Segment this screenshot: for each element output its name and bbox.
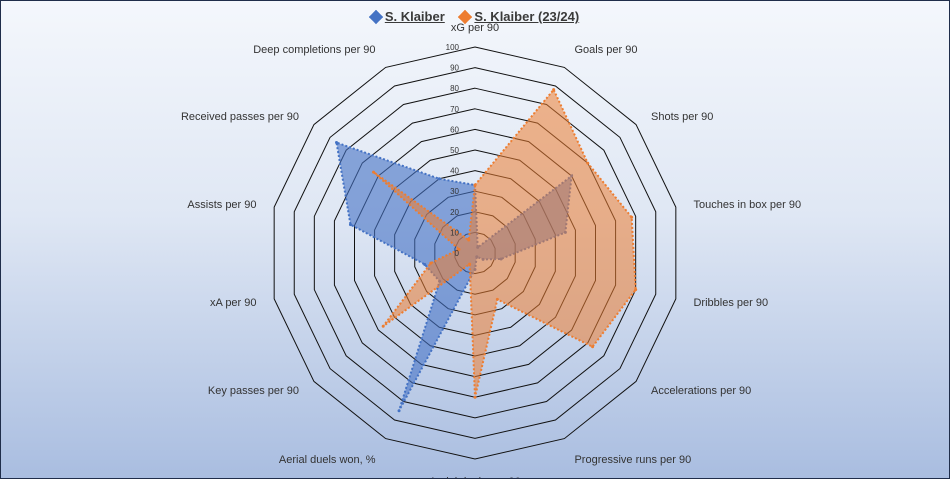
axis-label-10: Key passes per 90 [208, 385, 299, 397]
tick-label-0: 0 [455, 249, 460, 258]
axis-labels: xG per 90 Goals per 90 Shots per 90 Touches… [181, 22, 801, 478]
axis-label-5: Dribbles per 90 [693, 297, 768, 309]
series-1-point-11 [423, 262, 427, 266]
series-2-point-8 [473, 395, 477, 399]
series-1-point-9 [397, 409, 401, 413]
tick-label-80: 80 [450, 84, 459, 93]
axis-label-6: Accelerations per 90 [651, 385, 751, 397]
axis-label-12: Assists per 90 [187, 199, 256, 211]
tick-label-70: 70 [450, 105, 459, 114]
series-1-point-14 [437, 177, 441, 181]
axis-label-11: xA per 90 [210, 297, 256, 309]
axis-label-13: Received passes per 90 [181, 111, 299, 123]
series-2-point-9 [468, 262, 472, 266]
series-1-point-12 [348, 223, 352, 227]
series-2-point-2 [552, 88, 556, 92]
axis-label-9: Aerial duels won, % [279, 454, 376, 466]
legend-label-series-2: S. Klaiber (23/24) [474, 9, 580, 24]
axis-label-2: Goals per 90 [574, 44, 637, 56]
series-2-point-14 [467, 238, 471, 242]
series-2-point-4 [630, 215, 634, 219]
series-2-point-13 [372, 170, 376, 174]
axis-label-4: Touches in box per 90 [693, 199, 801, 211]
tick-label-20: 20 [450, 208, 459, 217]
grid-ring-8 [313, 87, 637, 419]
series-2-point-1 [473, 183, 477, 187]
axis-label-14: Deep completions per 90 [253, 44, 375, 56]
legend-label-series-1: S. Klaiber [384, 9, 445, 24]
tick-label-30: 30 [450, 187, 459, 196]
legend-entry-series-1[interactable]: S. Klaiber [368, 9, 445, 24]
series-2-point-10 [381, 324, 385, 328]
grid-ring-9 [293, 67, 657, 439]
grid-ring-10 [273, 46, 677, 460]
series-2-point-12 [457, 247, 461, 251]
tick-label-100: 100 [446, 43, 460, 52]
series-2-point-3 [586, 161, 590, 165]
legend: S. Klaiber S. Klaiber (23/24) [1, 9, 949, 25]
series-2-point-6 [591, 345, 595, 349]
axis-label-3: Shots per 90 [651, 111, 713, 123]
series-1-point-13 [334, 141, 338, 145]
axis-label-1: xG per 90 [451, 22, 499, 34]
axis-label-7: Progressive runs per 90 [574, 454, 691, 466]
series-2-point-7 [495, 297, 499, 301]
tick-label-60: 60 [450, 125, 459, 134]
tick-label-40: 40 [450, 167, 459, 176]
tick-label-10: 10 [450, 228, 459, 237]
tick-label-50: 50 [450, 146, 459, 155]
tick-labels: 0 10 20 30 40 50 60 70 80 90 100 [446, 43, 460, 258]
series-2-point-5 [634, 288, 638, 292]
axis-label-8: Aerial duels per 90 [429, 476, 521, 478]
series-2 [372, 87, 638, 399]
tick-label-90: 90 [450, 64, 459, 73]
legend-entry-series-2[interactable]: S. Klaiber (23/24) [458, 9, 580, 24]
series-2-point-11 [429, 261, 433, 265]
